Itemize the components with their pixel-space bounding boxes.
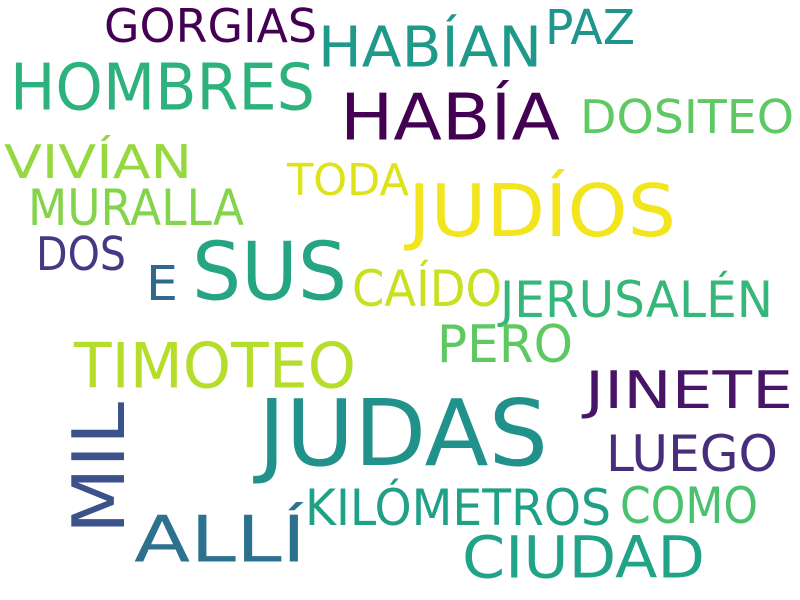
word-dos: DOS — [36, 228, 126, 282]
word-habian: HABÍAN — [318, 14, 542, 81]
word-habia: HABÍA — [340, 80, 560, 155]
word-alli: ALLÍ — [134, 502, 306, 577]
word-kilometros: KILÓMETROS — [305, 479, 611, 538]
word-muralla: MURALLA — [28, 179, 244, 238]
word-toda: TODA — [287, 154, 409, 206]
word-judios: JUDÍOS — [408, 169, 676, 254]
word-e: E — [146, 255, 178, 312]
word-judas: JUDAS — [258, 379, 548, 488]
word-jinete: JINETE — [585, 359, 793, 421]
word-vivian: VIVÍAN — [4, 136, 192, 190]
word-pero: PERO — [437, 313, 573, 375]
word-gorgias: GORGIAS — [104, 0, 317, 54]
word-como: COMO — [620, 477, 758, 536]
word-hombres: HOMBRES — [10, 50, 315, 125]
word-dositeo: DOSITEO — [580, 91, 794, 145]
word-mil: MIL — [57, 402, 142, 534]
word-timoteo: TIMOTEO — [74, 331, 356, 403]
word-jerusalen: JERUSALÉN — [500, 271, 773, 330]
word-paz: PAZ — [545, 0, 635, 56]
word-ciudad: CIUDAD — [462, 524, 705, 592]
word-luego: LUEGO — [606, 425, 778, 484]
word-sus: SUS — [192, 225, 347, 319]
word-caido: CAÍDO — [352, 260, 502, 319]
